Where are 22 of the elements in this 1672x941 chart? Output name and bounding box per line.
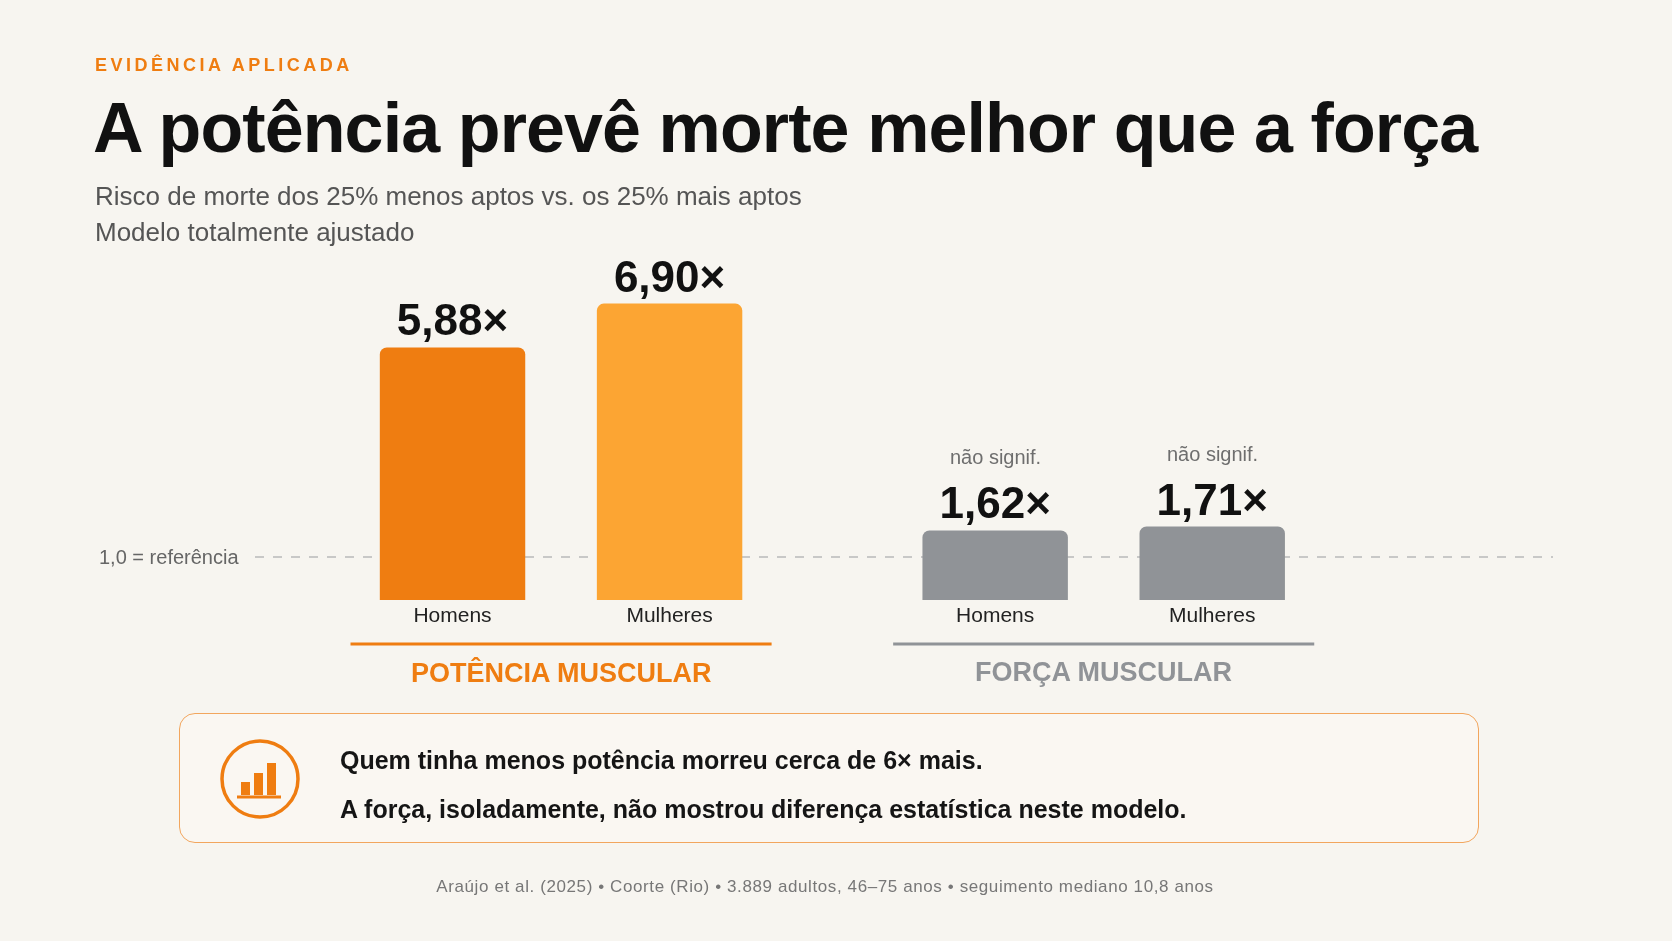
annotation: não signif. — [950, 446, 1042, 468]
bar — [922, 530, 1068, 600]
ref-line-label: 1,0 = referência — [99, 546, 240, 568]
x-tick-label: Homens — [956, 603, 1035, 626]
bar — [379, 347, 526, 600]
data-label: 1,71× — [1156, 474, 1268, 524]
chart-subtitle: Risco de morte dos 25% menos aptos vs. os 25% mais aptos Modelo totalmente ajustado — [95, 180, 802, 249]
data-label: 5,88× — [396, 295, 509, 345]
text: Araújo et al. (2025) • Coorte (Rio) • 3.889 adultos, 46–75 anos • seguimento mediano 10,8 anos — [435, 877, 1215, 897]
text: EVIDÊNCIA APLICADA — [95, 55, 353, 76]
annotation: não signif. — [1167, 443, 1259, 465]
data-label: 6,90× — [613, 251, 726, 301]
chart-title: A potência prevê morte melhor que a força — [93, 88, 1478, 169]
bar — [596, 303, 743, 600]
callout-box: Quem tinha menos potência morreu cerca de 6× mais. A força, isoladamente, não mostrou diferença estatística neste modelo. — [179, 713, 1479, 843]
text: FORÇA MUSCULAR — [975, 657, 1232, 687]
x-tick-label: Mulheres — [1169, 603, 1256, 626]
x-tick-label: Homens — [413, 603, 492, 626]
x-tick-label: Mulheres — [626, 603, 713, 626]
data-label: 1,62× — [939, 478, 1051, 528]
bar — [1139, 526, 1285, 600]
text: POTÊNCIA MUSCULAR — [411, 657, 712, 688]
